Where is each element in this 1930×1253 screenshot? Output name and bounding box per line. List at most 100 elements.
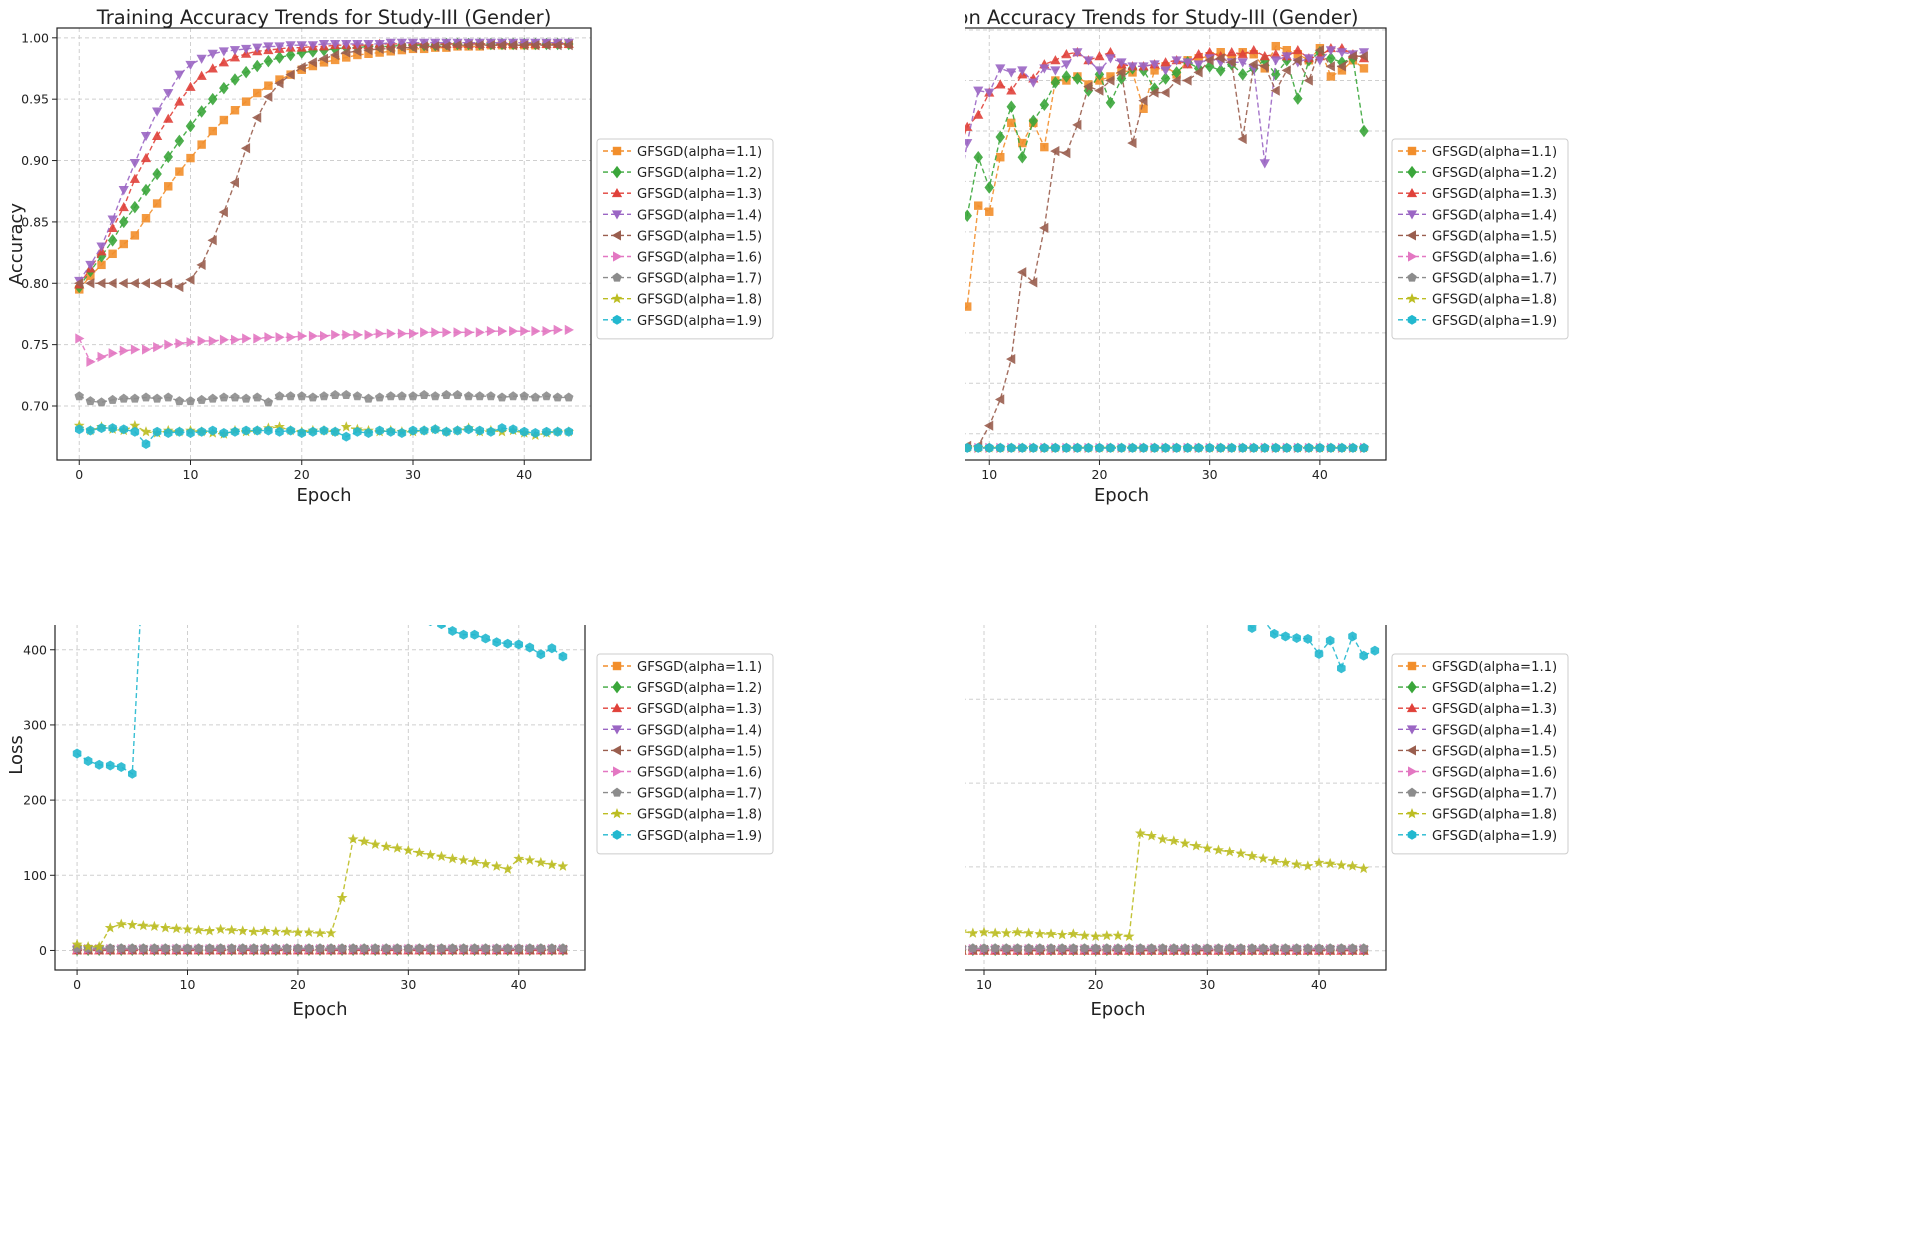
data-point	[209, 426, 217, 435]
data-point	[1247, 851, 1256, 860]
legend-label: GFSGD(alpha=1.3)	[1432, 187, 1557, 202]
data-point	[1228, 443, 1236, 452]
legend-label: GFSGD(alpha=1.4)	[1432, 723, 1557, 738]
data-point	[376, 426, 384, 435]
data-point	[1013, 927, 1022, 936]
data-point	[448, 854, 457, 863]
data-point	[465, 425, 473, 434]
series-line	[79, 45, 569, 287]
data-point	[974, 202, 982, 210]
data-point	[996, 80, 1005, 88]
training-loss-chart: Training Loss Trends for Study-III (Gend…	[0, 625, 965, 1249]
data-point	[142, 345, 150, 354]
data-point	[543, 327, 551, 336]
data-point	[175, 97, 184, 105]
legend-label: GFSGD(alpha=1.3)	[1432, 702, 1557, 717]
legend-label: GFSGD(alpha=1.9)	[1432, 829, 1557, 844]
data-point	[242, 66, 251, 78]
plot-frame	[55, 625, 585, 970]
plot-frame	[965, 625, 1386, 970]
data-point	[1238, 59, 1247, 67]
data-point	[1107, 443, 1115, 452]
data-point	[253, 113, 261, 122]
series-8	[965, 829, 1368, 952]
data-point	[1338, 443, 1346, 452]
series-5	[75, 41, 573, 292]
data-point	[119, 279, 127, 288]
y-tick-label: 1.00	[21, 30, 49, 45]
data-point	[1261, 443, 1269, 452]
plot-frame	[965, 28, 1386, 460]
data-point	[481, 859, 490, 868]
data-point	[1225, 847, 1234, 856]
data-point	[454, 328, 462, 337]
training-loss-svg: Training Loss Trends for Study-III (Gend…	[0, 625, 965, 1249]
data-point	[172, 924, 181, 933]
series-line	[965, 48, 1364, 423]
data-point	[504, 639, 512, 648]
data-point	[131, 345, 139, 354]
data-point	[1359, 864, 1368, 873]
legend-marker	[1408, 315, 1416, 324]
data-point	[974, 443, 982, 452]
x-axis-label: Epoch	[1090, 999, 1145, 1020]
data-point	[120, 240, 128, 248]
legend-label: GFSGD(alpha=1.2)	[637, 166, 762, 181]
data-point	[298, 428, 306, 437]
data-point	[387, 329, 395, 338]
y-axis-label: Accuracy	[6, 203, 27, 286]
data-point	[197, 55, 206, 63]
data-point	[464, 392, 473, 400]
series-line	[79, 43, 569, 281]
data-point	[97, 398, 106, 406]
y-tick-label: 400	[23, 642, 47, 657]
data-point	[1326, 636, 1334, 645]
data-point	[371, 840, 380, 849]
data-point	[1271, 57, 1280, 65]
data-point	[1227, 48, 1236, 56]
validation-accuracy-svg: Validation Accuracy Trends for Study-III…	[965, 0, 1930, 625]
data-point	[1348, 861, 1357, 870]
data-point	[487, 392, 496, 400]
legend-label: GFSGD(alpha=1.6)	[637, 766, 762, 781]
data-point	[175, 71, 184, 79]
data-point	[521, 327, 529, 336]
data-point	[1217, 443, 1225, 452]
data-point	[375, 393, 384, 401]
data-point	[175, 168, 183, 176]
data-point	[536, 858, 545, 867]
data-point	[442, 427, 450, 436]
legend-label: GFSGD(alpha=1.1)	[1432, 660, 1557, 675]
data-point	[1102, 931, 1111, 940]
x-tick-label: 30	[400, 977, 416, 992]
data-point	[97, 279, 105, 288]
data-point	[1161, 88, 1169, 97]
data-point	[404, 846, 413, 855]
data-point	[164, 89, 173, 97]
data-point	[974, 151, 983, 163]
data-point	[1069, 929, 1078, 938]
data-point	[326, 928, 335, 937]
data-point	[1195, 443, 1203, 452]
series-line	[79, 44, 569, 289]
series-9	[965, 625, 1379, 777]
x-tick-label: 40	[516, 467, 532, 482]
data-point	[420, 426, 428, 435]
data-point	[503, 864, 512, 873]
data-point	[87, 357, 95, 366]
data-point	[86, 261, 95, 269]
data-point	[249, 927, 258, 936]
data-point	[432, 328, 440, 337]
data-point	[220, 393, 229, 401]
data-point	[150, 922, 159, 931]
data-point	[128, 769, 136, 778]
y-axis-ticks: 0100200300400500	[23, 625, 55, 958]
data-point	[565, 427, 573, 436]
data-point	[1125, 932, 1134, 941]
legend-marker	[613, 315, 621, 324]
data-point	[515, 640, 523, 649]
grid	[55, 625, 585, 970]
data-point	[230, 178, 238, 187]
